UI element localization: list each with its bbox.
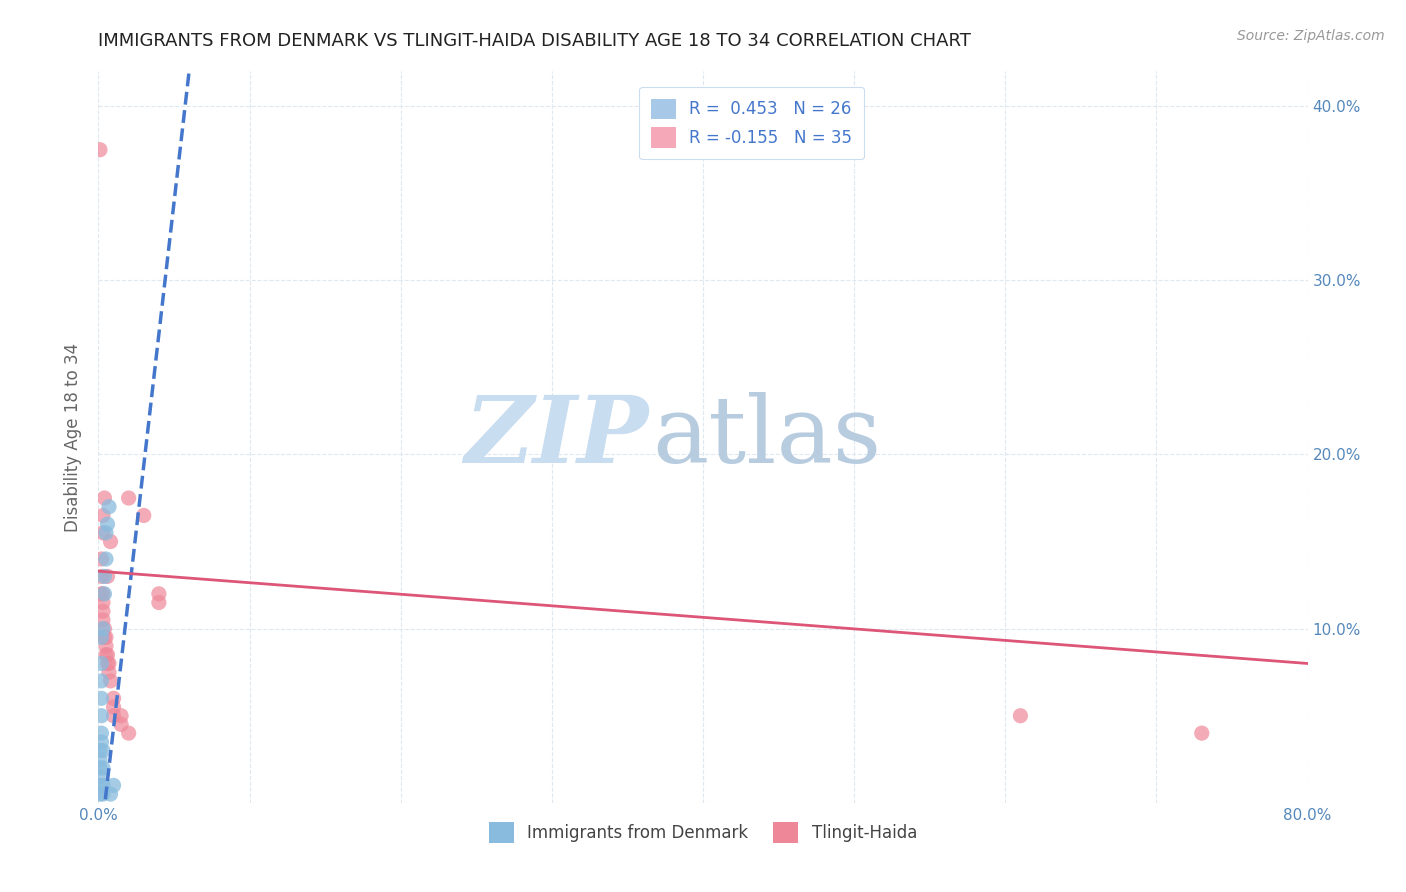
Point (90, 569, 112, 583)
Point (90, 657, 112, 671)
Point (89, 787, 111, 801)
Point (90, 691, 112, 706)
Point (89, 778, 111, 792)
Point (103, 708, 125, 723)
Point (148, 595, 170, 609)
Y-axis label: Disability Age 18 to 34: Disability Age 18 to 34 (65, 343, 83, 532)
Point (132, 508, 155, 523)
Point (90, 631, 112, 645)
Point (103, 778, 125, 792)
Point (90, 587, 112, 601)
Point (90, 726, 112, 740)
Text: Source: ZipAtlas.com: Source: ZipAtlas.com (1237, 29, 1385, 43)
Point (91, 787, 114, 801)
Point (93, 631, 115, 645)
Point (94, 552, 117, 566)
Point (90, 708, 112, 723)
Point (89, 743, 111, 757)
Text: IMMIGRANTS FROM DENMARK VS TLINGIT-HAIDA DISABILITY AGE 18 TO 34 CORRELATION CHA: IMMIGRANTS FROM DENMARK VS TLINGIT-HAIDA… (98, 32, 972, 50)
Point (98, 665, 121, 680)
Point (118, 491, 141, 505)
Point (100, 787, 122, 801)
Point (96, 569, 118, 583)
Point (93, 587, 115, 601)
Point (91, 778, 114, 792)
Point (90, 673, 112, 688)
Point (91, 525, 114, 540)
Point (93, 569, 115, 583)
Point (118, 726, 141, 740)
Point (94, 648, 117, 662)
Point (96, 517, 118, 532)
Point (91, 761, 114, 775)
Point (148, 587, 170, 601)
Point (91, 604, 114, 618)
Point (93, 491, 115, 505)
Point (93, 622, 115, 636)
Point (91, 587, 114, 601)
Point (96, 657, 118, 671)
Point (89, 752, 111, 766)
Text: atlas: atlas (652, 392, 882, 482)
Point (91, 743, 114, 757)
Point (91, 595, 114, 609)
Point (96, 648, 118, 662)
Point (100, 673, 122, 688)
Point (98, 500, 121, 514)
Point (103, 691, 125, 706)
Point (94, 639, 117, 653)
Point (98, 657, 121, 671)
Point (91, 622, 114, 636)
Point (89, 143, 111, 157)
Point (94, 525, 117, 540)
Point (94, 631, 117, 645)
Point (100, 534, 122, 549)
Point (91, 613, 114, 627)
Point (110, 717, 132, 731)
Point (1010, 708, 1032, 723)
Point (103, 700, 125, 714)
Point (90, 552, 112, 566)
Point (89, 770, 111, 784)
Point (1191, 726, 1213, 740)
Legend: Immigrants from Denmark, Tlingit-Haida: Immigrants from Denmark, Tlingit-Haida (482, 815, 924, 849)
Point (91, 508, 114, 523)
Point (89, 761, 111, 775)
Text: ZIP: ZIP (464, 392, 648, 482)
Point (110, 708, 132, 723)
Point (90, 735, 112, 749)
